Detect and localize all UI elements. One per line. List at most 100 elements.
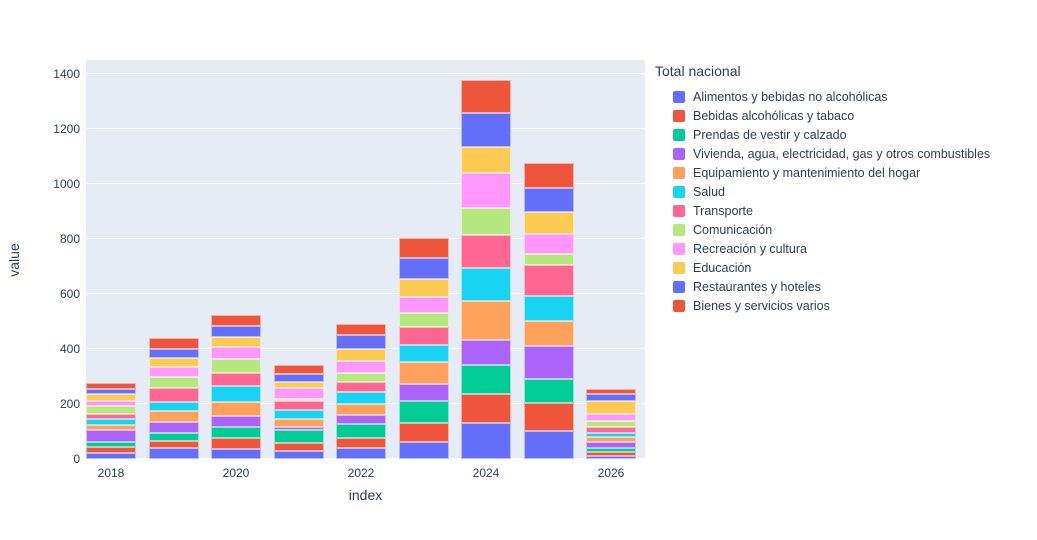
bar-segment[interactable] bbox=[586, 394, 636, 401]
bar-segment[interactable] bbox=[461, 235, 511, 269]
bar-segment[interactable] bbox=[86, 442, 136, 447]
bar-segment[interactable] bbox=[211, 372, 261, 387]
bar-segment[interactable] bbox=[586, 432, 636, 438]
bar-segment[interactable] bbox=[398, 312, 449, 327]
bar-segment[interactable] bbox=[273, 429, 324, 443]
bar-segment[interactable] bbox=[398, 423, 449, 442]
bar-segment[interactable] bbox=[148, 441, 199, 448]
bar-segment[interactable] bbox=[461, 268, 511, 301]
bar-segment[interactable] bbox=[148, 422, 199, 433]
legend-item-0[interactable]: Alimentos y bebidas no alcohólicas bbox=[655, 87, 1030, 106]
bar-segment[interactable] bbox=[398, 237, 449, 258]
bar-segment[interactable] bbox=[273, 427, 324, 430]
bar-segment[interactable] bbox=[398, 383, 449, 401]
bar-segment[interactable] bbox=[211, 402, 261, 417]
bar-segment[interactable] bbox=[148, 338, 199, 349]
bar-segment[interactable] bbox=[211, 347, 261, 360]
bar-segment[interactable] bbox=[523, 430, 574, 459]
bar-segment[interactable] bbox=[398, 257, 449, 279]
legend-item-7[interactable]: Comunicación bbox=[655, 220, 1030, 239]
bar-segment[interactable] bbox=[523, 403, 574, 431]
legend-item-5[interactable]: Salud bbox=[655, 182, 1030, 201]
bar-segment[interactable] bbox=[86, 382, 136, 389]
bar-segment[interactable] bbox=[86, 401, 136, 407]
bar-segment[interactable] bbox=[211, 449, 261, 459]
bar-segment[interactable] bbox=[86, 430, 136, 443]
bar-segment[interactable] bbox=[211, 336, 261, 348]
bar-segment[interactable] bbox=[461, 300, 511, 341]
bar-segment[interactable] bbox=[86, 393, 136, 402]
bar-segment[interactable] bbox=[523, 296, 574, 321]
legend-item-4[interactable]: Equipamiento y mantenimiento del hogar bbox=[655, 163, 1030, 182]
bar-segment[interactable] bbox=[86, 406, 136, 415]
bar-segment[interactable] bbox=[86, 452, 136, 459]
bar-segment[interactable] bbox=[273, 410, 324, 419]
bar-segment[interactable] bbox=[273, 418, 324, 428]
bar-segment[interactable] bbox=[148, 358, 199, 367]
bar-segment[interactable] bbox=[586, 400, 636, 415]
bar-segment[interactable] bbox=[461, 422, 511, 459]
bar-segment[interactable] bbox=[523, 254, 574, 266]
bar-segment[interactable] bbox=[461, 112, 511, 148]
legend-item-11[interactable]: Bienes y servicios varios bbox=[655, 296, 1030, 315]
legend-item-10[interactable]: Restaurantes y hoteles bbox=[655, 277, 1030, 296]
bar-segment[interactable] bbox=[273, 382, 324, 389]
legend-item-9[interactable]: Educación bbox=[655, 258, 1030, 277]
bar-segment[interactable] bbox=[398, 400, 449, 424]
bar-segment[interactable] bbox=[586, 420, 636, 427]
bar-segment[interactable] bbox=[336, 437, 386, 449]
bar-segment[interactable] bbox=[86, 419, 136, 426]
bar-segment[interactable] bbox=[586, 426, 636, 433]
bar-segment[interactable] bbox=[461, 340, 511, 365]
bar-segment[interactable] bbox=[148, 348, 199, 359]
bar-segment[interactable] bbox=[336, 424, 386, 438]
bar-segment[interactable] bbox=[273, 365, 324, 374]
bar-segment[interactable] bbox=[86, 388, 136, 394]
bar-segment[interactable] bbox=[273, 451, 324, 459]
bar-segment[interactable] bbox=[398, 344, 449, 362]
bar-segment[interactable] bbox=[336, 360, 386, 373]
bar-segment[interactable] bbox=[523, 211, 574, 234]
bar-segment[interactable] bbox=[523, 188, 574, 212]
bar-segment[interactable] bbox=[398, 278, 449, 297]
bar-segment[interactable] bbox=[273, 442, 324, 452]
bar-segment[interactable] bbox=[148, 376, 199, 388]
bar-segment[interactable] bbox=[211, 427, 261, 439]
bar-segment[interactable] bbox=[523, 233, 574, 255]
bar-segment[interactable] bbox=[398, 441, 449, 459]
bar-segment[interactable] bbox=[461, 393, 511, 423]
legend-item-2[interactable]: Prendas de vestir y calzado bbox=[655, 125, 1030, 144]
bar-segment[interactable] bbox=[336, 324, 386, 336]
bar-segment[interactable] bbox=[461, 147, 511, 174]
bar-segment[interactable] bbox=[86, 425, 136, 431]
bar-segment[interactable] bbox=[336, 414, 386, 425]
bar-segment[interactable] bbox=[336, 382, 386, 392]
bar-segment[interactable] bbox=[398, 326, 449, 345]
bar-segment[interactable] bbox=[211, 416, 261, 428]
bar-segment[interactable] bbox=[148, 411, 199, 423]
bar-segment[interactable] bbox=[586, 437, 636, 442]
bar-segment[interactable] bbox=[211, 314, 261, 327]
bar-segment[interactable] bbox=[336, 372, 386, 383]
bar-segment[interactable] bbox=[398, 297, 449, 313]
bar-segment[interactable] bbox=[586, 451, 636, 456]
bar-segment[interactable] bbox=[586, 388, 636, 395]
bar-segment[interactable] bbox=[523, 378, 574, 404]
bar-segment[interactable] bbox=[273, 388, 324, 400]
bar-segment[interactable] bbox=[586, 441, 636, 448]
legend-item-6[interactable]: Transporte bbox=[655, 201, 1030, 220]
bar-segment[interactable] bbox=[211, 438, 261, 450]
bar-segment[interactable] bbox=[273, 373, 324, 383]
bar-segment[interactable] bbox=[336, 448, 386, 459]
bar-segment[interactable] bbox=[273, 399, 324, 402]
bar-segment[interactable] bbox=[461, 364, 511, 394]
bar-segment[interactable] bbox=[586, 447, 636, 452]
bar-segment[interactable] bbox=[148, 387, 199, 403]
bar-segment[interactable] bbox=[211, 326, 261, 337]
bar-segment[interactable] bbox=[211, 359, 261, 373]
bar-segment[interactable] bbox=[523, 346, 574, 379]
bar-segment[interactable] bbox=[273, 401, 324, 411]
bar-segment[interactable] bbox=[148, 366, 199, 377]
legend-item-3[interactable]: Vivienda, agua, electricidad, gas y otro… bbox=[655, 144, 1030, 163]
bar-segment[interactable] bbox=[86, 414, 136, 420]
